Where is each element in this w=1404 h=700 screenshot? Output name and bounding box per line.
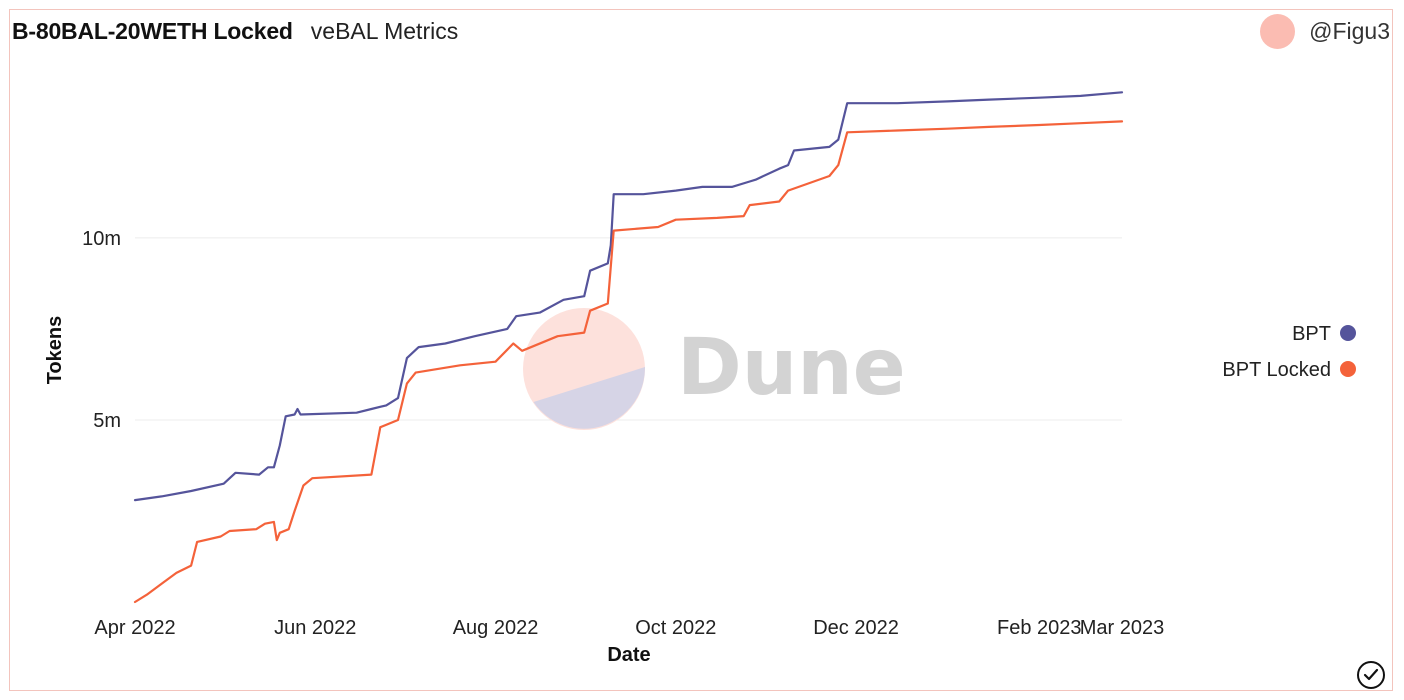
chart-card: [9, 9, 1393, 691]
chart-title: B-80BAL-20WETH Locked: [12, 18, 293, 44]
x-axis-ticks: Apr 2022 Jun 2022 Aug 2022 Oct 2022 Dec 2022…: [94, 617, 1164, 639]
author-avatar[interactable]: [1260, 14, 1296, 49]
series-line-bpt-locked[interactable]: [133, 120, 1124, 604]
y-axis-label: Tokens: [44, 316, 66, 385]
dune-watermark: Dune: [523, 308, 906, 430]
legend-label[interactable]: BPT Locked: [1222, 359, 1331, 381]
chart-header: B-80BAL-20WETH Locked veBAL Metrics: [12, 18, 458, 45]
watermark-text: Dune: [677, 323, 906, 413]
x-tick-label: Mar 2023: [1080, 617, 1165, 639]
legend-marker[interactable]: [1340, 361, 1356, 377]
x-tick-label: Feb 2023: [997, 617, 1082, 639]
dashboard-name[interactable]: veBAL Metrics: [310, 18, 459, 44]
y-tick-label: 10m: [82, 228, 121, 250]
x-tick-label: Apr 2022: [94, 617, 175, 639]
legend-label[interactable]: BPT: [1292, 323, 1331, 345]
x-tick-label: Dec 2022: [813, 617, 899, 639]
series-line-bpt[interactable]: [133, 91, 1124, 502]
x-tick-label: Jun 2022: [274, 617, 356, 639]
legend-marker[interactable]: [1340, 325, 1356, 341]
check-icon[interactable]: [1357, 661, 1385, 689]
author-badge[interactable]: @Figu3: [1260, 14, 1390, 49]
author-name[interactable]: @Figu3: [1309, 18, 1390, 44]
y-tick-label: 5m: [93, 410, 121, 432]
grid-lines: [135, 237, 1122, 421]
series-lines: [133, 91, 1124, 604]
x-tick-label: Aug 2022: [453, 617, 539, 639]
check-glyph: [1363, 668, 1379, 681]
x-axis-label: Date: [607, 644, 650, 666]
legend: BPT BPT Locked: [1222, 323, 1356, 381]
x-tick-label: Oct 2022: [635, 617, 716, 639]
y-axis-ticks: 5m 10m: [82, 228, 121, 432]
watermark-logo-half: [533, 367, 646, 429]
